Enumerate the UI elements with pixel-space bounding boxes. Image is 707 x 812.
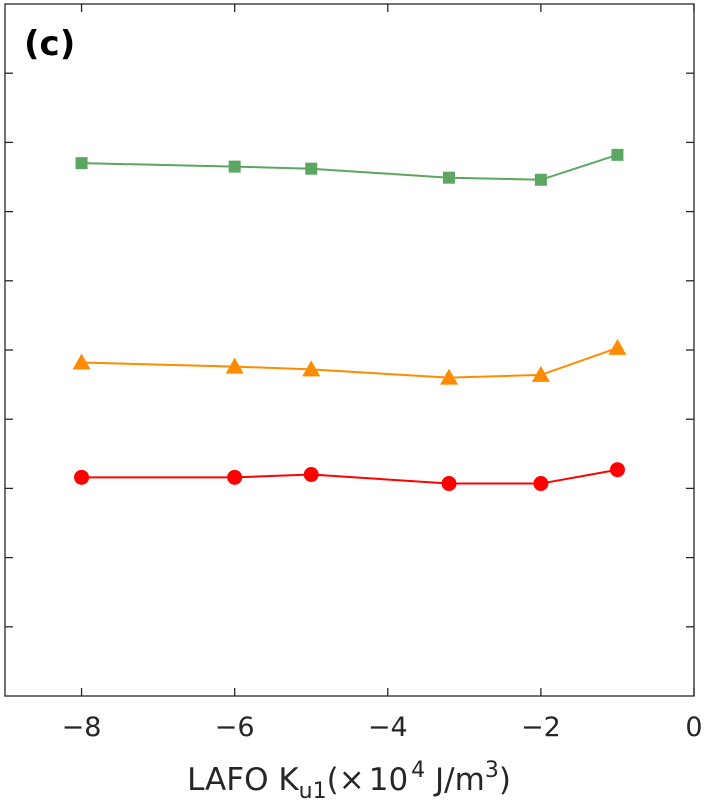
data-point-circle [74, 469, 90, 485]
data-point-triangle [302, 360, 321, 377]
data-point-square [75, 157, 88, 170]
data-point-square [534, 173, 547, 186]
plot-area-border [4, 3, 695, 697]
data-point-circle [441, 476, 457, 492]
series-square [75, 148, 624, 186]
y-axis-ticks [5, 72, 694, 628]
data-point-triangle [225, 357, 244, 374]
series-triangle [72, 338, 627, 385]
data-point-square [443, 171, 456, 184]
x-axis-title-times: × [339, 762, 365, 798]
x-axis-title-ten: 10 [369, 762, 408, 798]
x-axis-tick-labels: −8 −6 −4 −2 0 [62, 712, 703, 743]
data-point-circle [609, 462, 625, 478]
data-point-circle [303, 467, 319, 483]
x-tick-label: −6 [215, 712, 255, 743]
x-tick-label: −2 [521, 712, 561, 743]
x-axis-title-exponent: 4 [411, 758, 425, 783]
x-axis-title-subscript: u1 [299, 779, 327, 804]
data-point-square [228, 160, 241, 173]
data-point-triangle [531, 365, 550, 382]
data-point-square [611, 148, 624, 161]
x-axis-title: LAFO Ku1(× 10 4 J/m3) [187, 758, 511, 804]
series-circle [74, 462, 625, 492]
data-point-triangle [440, 368, 459, 385]
series-layer [72, 148, 627, 492]
x-tick-label: 0 [685, 712, 702, 743]
series-line [81, 153, 618, 181]
x-axis-title-open-paren: ( [327, 762, 339, 798]
x-axis-title-close-paren: ) [499, 762, 511, 798]
x-tick-label: −4 [368, 712, 408, 743]
x-tick-label: −8 [62, 712, 102, 743]
x-axis-title-units-exponent: 3 [485, 758, 499, 783]
series-line [81, 346, 618, 379]
data-point-square [305, 162, 318, 175]
panel-label: (c) [24, 24, 75, 64]
data-point-circle [227, 469, 243, 485]
data-point-triangle [608, 338, 627, 355]
x-axis-title-units: J/m [425, 762, 485, 798]
plot-frame [4, 3, 695, 697]
data-point-triangle [72, 353, 91, 370]
data-point-circle [533, 476, 549, 492]
series-line [81, 468, 618, 485]
x-axis-ticks [80, 4, 695, 696]
x-axis-title-prefix: LAFO K [187, 762, 299, 798]
